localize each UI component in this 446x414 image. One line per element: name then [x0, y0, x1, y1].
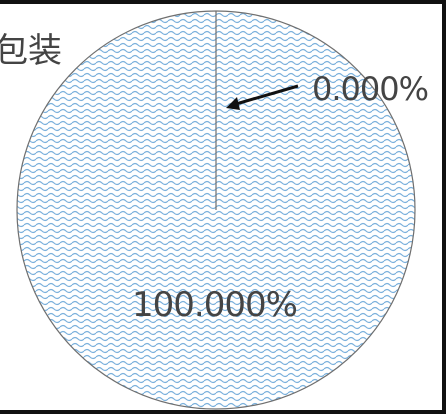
annotation-arrowhead: [226, 97, 240, 110]
pie-slices: [16, 10, 416, 410]
annotation-arrow: [235, 84, 299, 106]
chart-title: 包装: [0, 31, 62, 71]
slice-label-1: 100.000%: [132, 285, 297, 325]
slice-label-0: 0.000%: [312, 70, 428, 108]
